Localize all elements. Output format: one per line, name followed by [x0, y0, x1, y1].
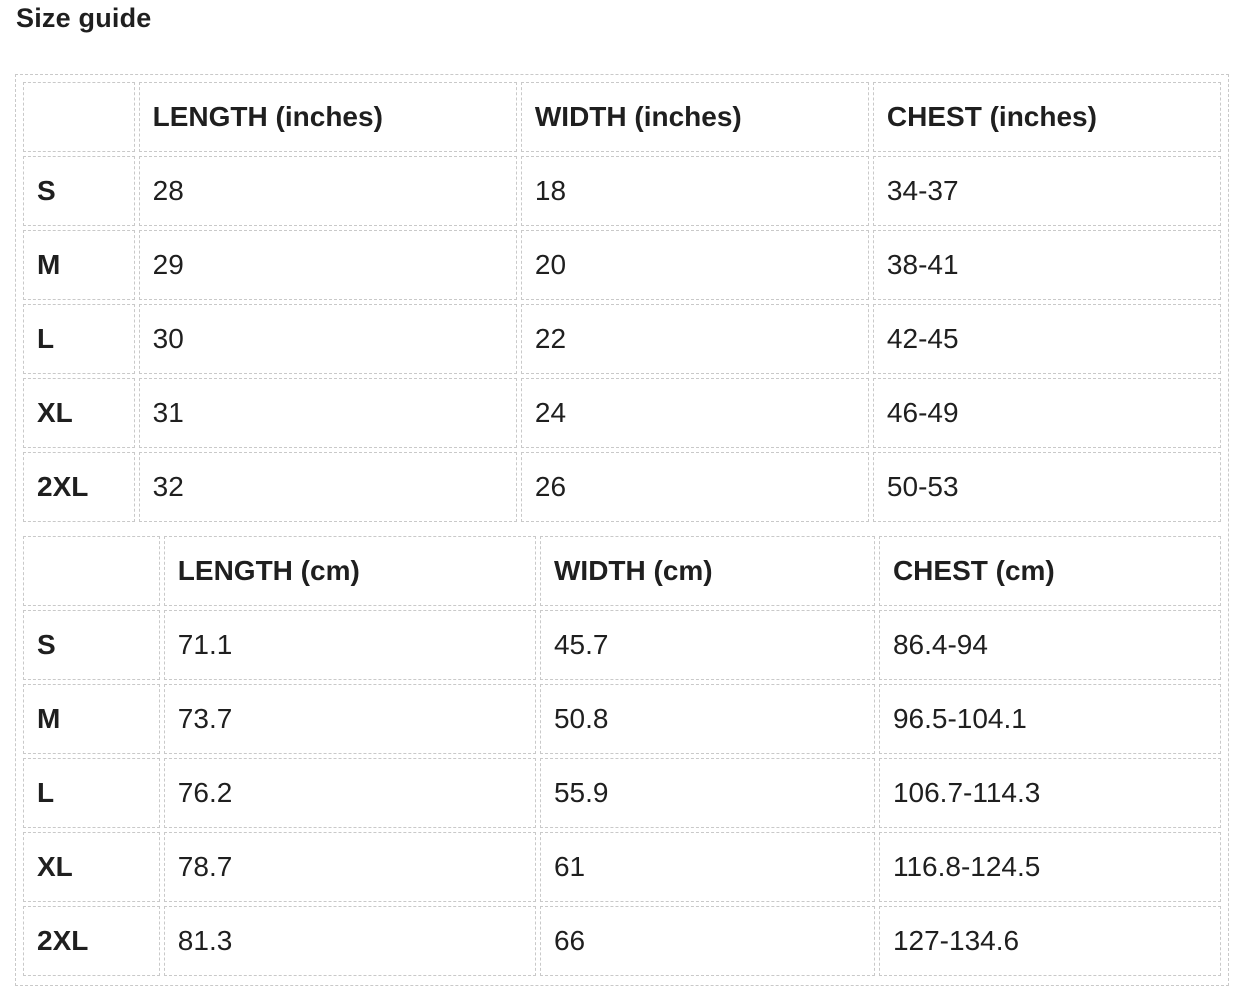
header-cell-width: WIDTH (inches) [520, 82, 869, 152]
chest-cell: 116.8-124.5 [878, 832, 1221, 902]
size-label-cell: 2XL [23, 906, 160, 976]
size-guide-container: LENGTH (inches) WIDTH (inches) CHEST (in… [15, 74, 1229, 986]
size-label-cell: XL [23, 832, 160, 902]
length-cell: 29 [138, 230, 517, 300]
size-label-cell: S [23, 610, 160, 680]
table-header-row: LENGTH (cm) WIDTH (cm) CHEST (cm) [23, 536, 1221, 606]
length-cell: 30 [138, 304, 517, 374]
width-cell: 26 [520, 452, 869, 522]
header-cell-size [23, 82, 135, 152]
table-row: S 28 18 34-37 [23, 156, 1221, 226]
table-row: L 76.2 55.9 106.7-114.3 [23, 758, 1221, 828]
table-row: 2XL 32 26 50-53 [23, 452, 1221, 522]
width-cell: 66 [539, 906, 875, 976]
table-row: M 29 20 38-41 [23, 230, 1221, 300]
width-cell: 45.7 [539, 610, 875, 680]
size-label-cell: 2XL [23, 452, 135, 522]
table-row: M 73.7 50.8 96.5-104.1 [23, 684, 1221, 754]
size-label-cell: S [23, 156, 135, 226]
table-header-row: LENGTH (inches) WIDTH (inches) CHEST (in… [23, 82, 1221, 152]
size-label-cell: M [23, 230, 135, 300]
header-cell-length: LENGTH (cm) [163, 536, 536, 606]
length-cell: 71.1 [163, 610, 536, 680]
width-cell: 50.8 [539, 684, 875, 754]
size-label-cell: L [23, 758, 160, 828]
length-cell: 81.3 [163, 906, 536, 976]
length-cell: 28 [138, 156, 517, 226]
chest-cell: 86.4-94 [878, 610, 1221, 680]
header-cell-length: LENGTH (inches) [138, 82, 517, 152]
chest-cell: 106.7-114.3 [878, 758, 1221, 828]
size-label-cell: M [23, 684, 160, 754]
table-row: L 30 22 42-45 [23, 304, 1221, 374]
width-cell: 24 [520, 378, 869, 448]
size-table-inches: LENGTH (inches) WIDTH (inches) CHEST (in… [19, 78, 1225, 526]
header-cell-chest: CHEST (cm) [878, 536, 1221, 606]
length-cell: 32 [138, 452, 517, 522]
header-cell-width: WIDTH (cm) [539, 536, 875, 606]
page-title: Size guide [16, 3, 152, 33]
chest-cell: 34-37 [872, 156, 1221, 226]
width-cell: 20 [520, 230, 869, 300]
length-cell: 73.7 [163, 684, 536, 754]
table-row: S 71.1 45.7 86.4-94 [23, 610, 1221, 680]
width-cell: 55.9 [539, 758, 875, 828]
width-cell: 61 [539, 832, 875, 902]
width-cell: 18 [520, 156, 869, 226]
size-label-cell: L [23, 304, 135, 374]
chest-cell: 38-41 [872, 230, 1221, 300]
size-table-cm: LENGTH (cm) WIDTH (cm) CHEST (cm) S 71.1… [19, 532, 1225, 980]
width-cell: 22 [520, 304, 869, 374]
table-row: XL 31 24 46-49 [23, 378, 1221, 448]
header-cell-size [23, 536, 160, 606]
chest-cell: 46-49 [872, 378, 1221, 448]
length-cell: 31 [138, 378, 517, 448]
table-row: XL 78.7 61 116.8-124.5 [23, 832, 1221, 902]
chest-cell: 42-45 [872, 304, 1221, 374]
chest-cell: 50-53 [872, 452, 1221, 522]
size-label-cell: XL [23, 378, 135, 448]
chest-cell: 96.5-104.1 [878, 684, 1221, 754]
chest-cell: 127-134.6 [878, 906, 1221, 976]
length-cell: 76.2 [163, 758, 536, 828]
table-row: 2XL 81.3 66 127-134.6 [23, 906, 1221, 976]
header-cell-chest: CHEST (inches) [872, 82, 1221, 152]
length-cell: 78.7 [163, 832, 536, 902]
